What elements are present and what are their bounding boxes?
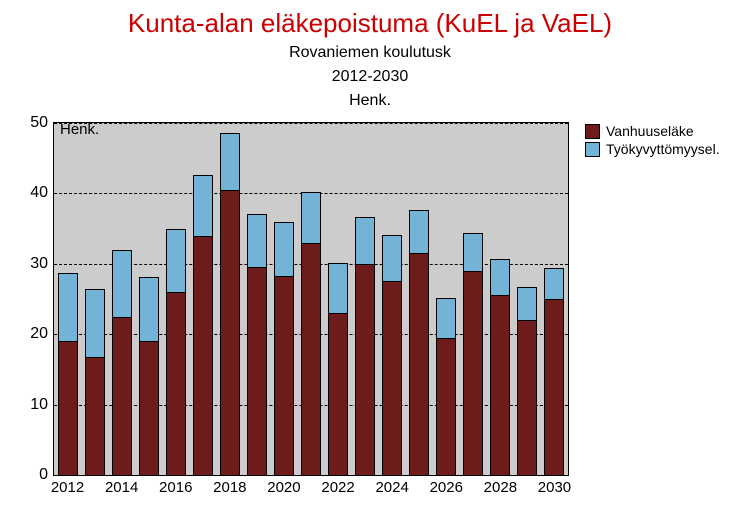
bar-seg-tyok	[221, 134, 239, 190]
bar-seg-vanhuus	[113, 317, 131, 475]
title-sub3: Henk.	[0, 91, 740, 111]
bar-seg-tyok	[545, 269, 563, 299]
bar-seg-vanhuus	[302, 243, 320, 475]
bar-seg-tyok	[59, 274, 77, 341]
bar-seg-vanhuus	[383, 281, 401, 475]
legend-item: Vanhuuseläke	[585, 123, 720, 139]
bar-seg-vanhuus	[221, 190, 239, 475]
legend-swatch	[585, 142, 600, 157]
grid-line	[54, 123, 568, 124]
bar-seg-vanhuus	[167, 292, 185, 475]
bar-seg-tyok	[356, 218, 374, 264]
bar-seg-vanhuus	[491, 295, 509, 475]
bar-seg-vanhuus	[545, 299, 563, 475]
bar-seg-tyok	[518, 288, 536, 320]
x-tick-label: 2028	[484, 479, 517, 496]
y-tick-label: 10	[10, 396, 48, 414]
x-tick-label: 2018	[213, 479, 246, 496]
bar-seg-vanhuus	[86, 357, 104, 475]
x-tick-label: 2012	[51, 479, 84, 496]
x-tick-label: 2026	[430, 479, 463, 496]
bar-seg-vanhuus	[59, 341, 77, 475]
x-tick-label: 2030	[538, 479, 571, 496]
x-tick-label: 2024	[375, 479, 408, 496]
bar-seg-tyok	[302, 193, 320, 242]
x-tick-label: 2016	[159, 479, 192, 496]
bar-seg-tyok	[113, 251, 131, 316]
bar-seg-vanhuus	[248, 267, 266, 475]
y-tick-label: 30	[10, 255, 48, 273]
bar-seg-tyok	[86, 290, 104, 357]
title-main: Kunta-alan eläkepoistuma (KuEL ja VaEL)	[0, 8, 740, 39]
bar-seg-tyok	[491, 260, 509, 295]
bar-seg-vanhuus	[464, 271, 482, 475]
bar-seg-vanhuus	[356, 264, 374, 475]
chart-titles: Kunta-alan eläkepoistuma (KuEL ja VaEL) …	[0, 0, 740, 111]
x-tick-label: 2014	[105, 479, 138, 496]
bar-seg-tyok	[383, 236, 401, 282]
bar-seg-vanhuus	[194, 236, 212, 475]
y-tick-label: 40	[10, 184, 48, 202]
bar-seg-tyok	[464, 234, 482, 271]
y-tick-label: 20	[10, 325, 48, 343]
bar-seg-vanhuus	[140, 341, 158, 475]
x-tick-label: 2022	[321, 479, 354, 496]
bar-seg-tyok	[275, 223, 293, 276]
bar-seg-vanhuus	[518, 320, 536, 475]
bar-seg-vanhuus	[410, 253, 428, 475]
bar-seg-tyok	[437, 299, 455, 338]
plot-area: Henk.	[54, 123, 568, 475]
title-sub1: Rovaniemen koulutusk	[0, 43, 740, 63]
legend: Vanhuuseläke Työkyvyttömyysel.	[585, 123, 720, 159]
legend-item: Työkyvyttömyysel.	[585, 141, 720, 157]
bar-seg-vanhuus	[437, 338, 455, 475]
legend-label: Vanhuuseläke	[606, 123, 694, 139]
title-sub2: 2012-2030	[0, 67, 740, 87]
y-tick-label: 0	[10, 466, 48, 484]
bar-seg-tyok	[167, 230, 185, 292]
bar-seg-tyok	[194, 176, 212, 236]
y-tick-label: 50	[10, 114, 48, 132]
bar-seg-tyok	[329, 264, 347, 313]
legend-label: Työkyvyttömyysel.	[606, 141, 720, 157]
bar-seg-vanhuus	[275, 276, 293, 475]
bar-seg-tyok	[248, 215, 266, 268]
x-tick-label: 2020	[267, 479, 300, 496]
legend-swatch	[585, 124, 600, 139]
bar-seg-tyok	[140, 278, 158, 341]
bar-seg-tyok	[410, 211, 428, 253]
bar-seg-vanhuus	[329, 313, 347, 475]
